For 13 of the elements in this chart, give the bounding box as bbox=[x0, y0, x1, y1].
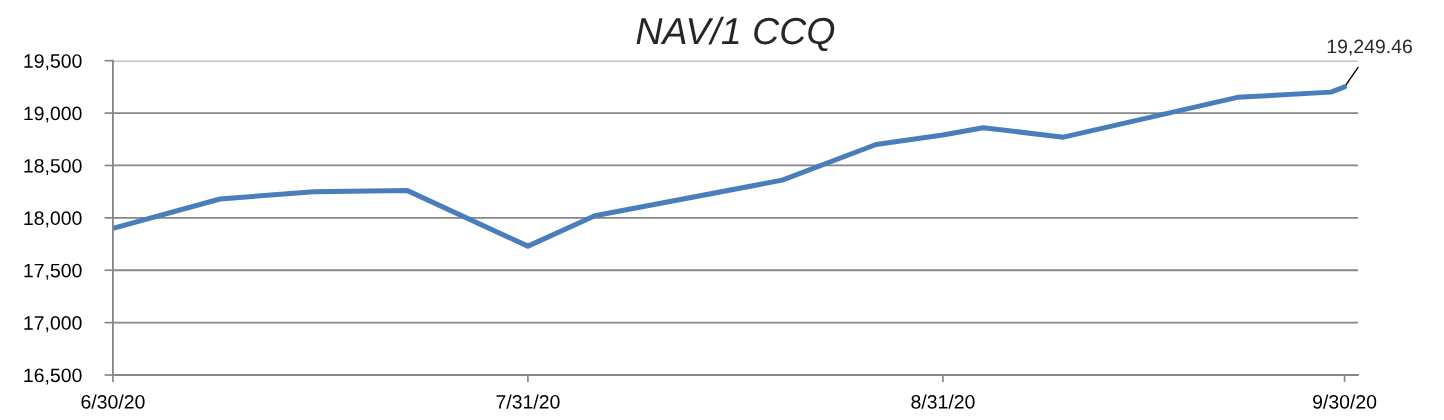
annotation: 19,249.46 bbox=[1327, 39, 1412, 56]
y-tick-label: 18,500 bbox=[24, 158, 82, 175]
chart-title: NAV/1 CCQ bbox=[636, 16, 835, 52]
y-tick-label: 19,000 bbox=[24, 106, 82, 123]
y-tick-label: 17,500 bbox=[24, 263, 82, 280]
y-tick-label: 16,500 bbox=[24, 368, 82, 385]
y-tick-label: 19,500 bbox=[24, 54, 82, 71]
x-tick-label: 8/31/20 bbox=[911, 394, 975, 409]
y-tick-label: 18,000 bbox=[24, 211, 82, 228]
x-tick-label: 7/31/20 bbox=[496, 394, 560, 409]
x-tick-label: 6/30/20 bbox=[81, 394, 145, 409]
x-tick-label: 9/30/20 bbox=[1313, 394, 1377, 409]
y-tick-label: 17,000 bbox=[24, 316, 82, 333]
